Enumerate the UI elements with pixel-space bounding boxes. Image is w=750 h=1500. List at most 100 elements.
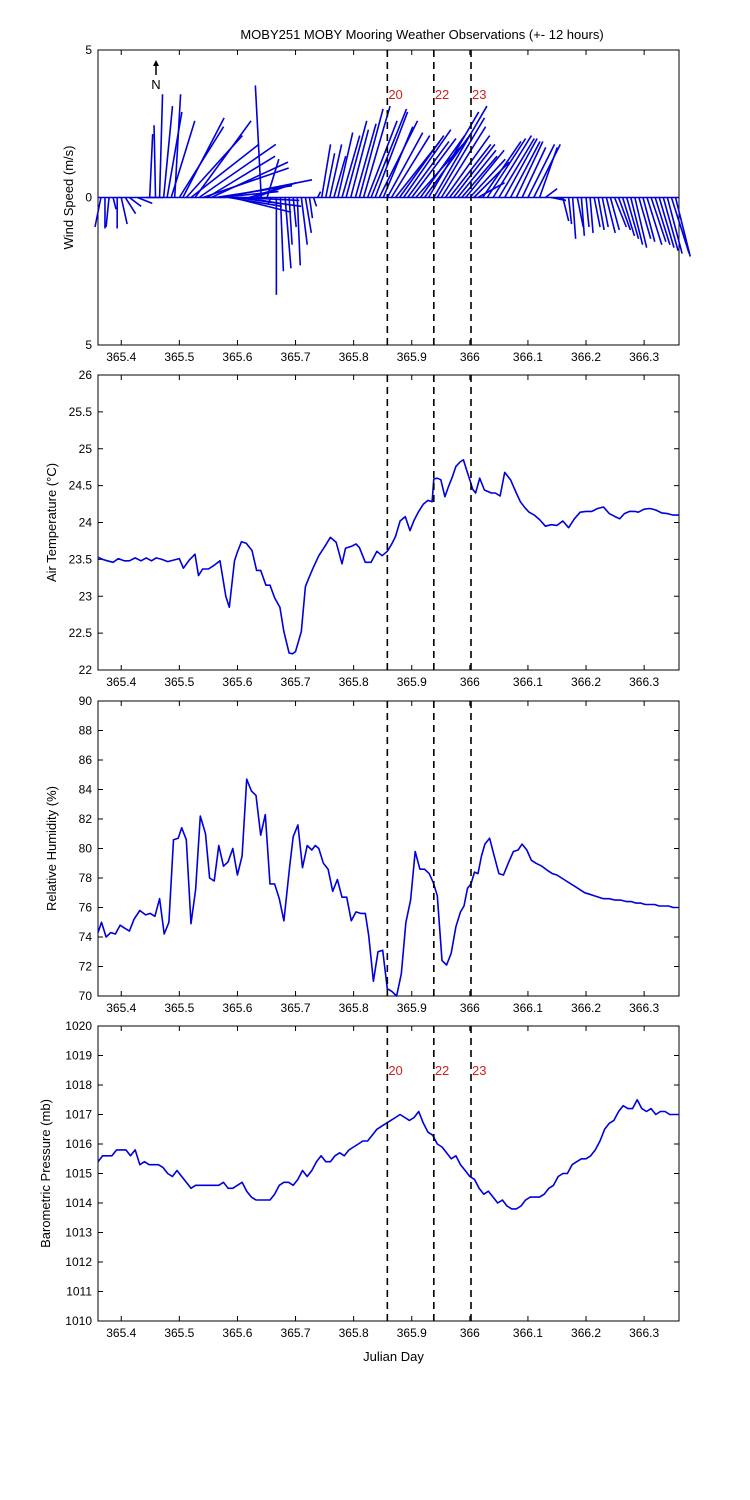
- north-arrow-head-icon: [153, 60, 159, 66]
- wind-stick: [465, 149, 505, 199]
- wind-stick: [194, 120, 252, 198]
- wind-stick: [527, 144, 556, 198]
- wind-stick: [158, 94, 164, 198]
- series-line: [97, 778, 678, 997]
- y-tick-label: 1014: [65, 1196, 92, 1210]
- wind-stick: [128, 196, 142, 207]
- x-tick-label: 366.2: [571, 350, 601, 364]
- x-tick-label: 365.9: [397, 1001, 427, 1015]
- y-tick-label: 80: [79, 842, 93, 856]
- y-tick-label: 5: [85, 43, 92, 57]
- y-tick-label: 84: [79, 783, 93, 797]
- wind-stick: [320, 144, 332, 198]
- x-tick-label: 365.4: [106, 1001, 136, 1015]
- x-tick-label: 366.3: [629, 675, 659, 689]
- wind-stick: [601, 197, 609, 228]
- x-tick-label: 366: [460, 350, 480, 364]
- y-axis-label: Wind Speed (m/s): [61, 145, 76, 249]
- y-axis-label: Barometric Pressure (mb): [38, 1099, 53, 1248]
- wind-stick: [630, 197, 644, 245]
- wind-stick: [206, 155, 276, 199]
- x-tick-label: 366.3: [629, 1001, 659, 1015]
- figure-title: MOBY251 MOBY Mooring Weather Observation…: [240, 27, 603, 42]
- wind-stick: [198, 143, 277, 199]
- wind-stick: [498, 138, 535, 198]
- north-label: N: [151, 77, 160, 92]
- wind-stick: [288, 197, 293, 245]
- wind-stick: [666, 197, 683, 254]
- wind-stick: [562, 197, 570, 222]
- y-tick-label: 72: [79, 960, 93, 974]
- wind-stick: [650, 197, 667, 243]
- wind-stick: [386, 132, 424, 198]
- y-tick-label: 90: [79, 694, 93, 708]
- wind-stick: [521, 147, 547, 198]
- wind-stick: [292, 197, 297, 228]
- y-tick-label: 74: [79, 930, 93, 944]
- wind-stick: [556, 196, 567, 202]
- wind-stick: [266, 158, 280, 198]
- wind-stick: [440, 126, 487, 198]
- wind-stick: [182, 117, 225, 198]
- x-tick-label: 366.2: [571, 1001, 601, 1015]
- wind-stick: [605, 197, 617, 234]
- wind-stick: [503, 138, 538, 198]
- wind-stick: [589, 197, 594, 233]
- y-tick-label: 1010: [65, 1314, 92, 1328]
- x-tick-label: 366.1: [513, 675, 543, 689]
- panel-4: 365.4 365.5 365.6 365.7 365.8 365.9 366 366.1 36…: [38, 1019, 680, 1364]
- y-tick-label: 88: [79, 724, 93, 738]
- panel-1: 365.4 365.5 365.6 365.7 365.8 365.9 366 366.1 36…: [61, 43, 692, 364]
- marker-label: 22: [435, 87, 449, 102]
- y-tick-label: 26: [79, 368, 93, 382]
- x-tick-label: 365.9: [397, 350, 427, 364]
- x-tick-label: 365.6: [222, 1326, 252, 1340]
- x-tick-label: 365.4: [106, 675, 136, 689]
- wind-stick: [162, 105, 174, 198]
- y-tick-label: 1019: [65, 1049, 92, 1063]
- x-tick-label: 365.7: [281, 1001, 311, 1015]
- x-tick-label: 366.2: [571, 1326, 601, 1340]
- wind-stick: [378, 120, 419, 198]
- marker-label: 22: [435, 1063, 449, 1078]
- wind-stick: [148, 134, 154, 198]
- wind-stick: [613, 197, 628, 228]
- y-axis-label: Relative Humidity (%): [44, 786, 59, 911]
- wind-stick: [210, 161, 289, 199]
- wind-stick: [609, 197, 621, 231]
- y-tick-label: 25: [79, 442, 93, 456]
- wind-stick: [576, 197, 585, 228]
- wind-stick: [153, 125, 157, 198]
- wind-stick: [481, 140, 522, 198]
- x-tick-label: 365.6: [222, 675, 252, 689]
- wind-stick: [137, 196, 153, 205]
- wind-stick: [486, 138, 527, 198]
- wind-stick: [662, 197, 679, 251]
- wind-stick: [312, 197, 318, 207]
- wind-stick: [304, 197, 313, 234]
- y-tick-label: 1011: [66, 1285, 92, 1299]
- x-tick-label: 365.9: [397, 1326, 427, 1340]
- x-axis-label: Julian Day: [363, 1349, 424, 1364]
- y-tick-label: 22: [79, 663, 93, 677]
- wind-stick: [654, 197, 671, 245]
- wind-stick: [593, 197, 601, 228]
- x-tick-label: 365.8: [339, 1001, 369, 1015]
- plot-area: [97, 700, 680, 997]
- y-tick-label: 1016: [65, 1137, 92, 1151]
- wind-stick: [329, 144, 343, 198]
- wind-stick: [337, 132, 354, 198]
- y-tick-label: 24.5: [69, 479, 93, 493]
- y-tick-label: 70: [79, 989, 93, 1003]
- wind-stick: [112, 197, 117, 210]
- marker-label: 20: [388, 1063, 402, 1078]
- wind-stick: [461, 155, 498, 199]
- y-tick-label: 0: [85, 191, 92, 205]
- y-tick-label: 86: [79, 753, 93, 767]
- wind-stick: [469, 158, 506, 199]
- wind-stick: [448, 143, 492, 198]
- wind-stick: [436, 117, 486, 198]
- wind-stick: [646, 197, 663, 245]
- x-tick-label: 366.1: [513, 1001, 543, 1015]
